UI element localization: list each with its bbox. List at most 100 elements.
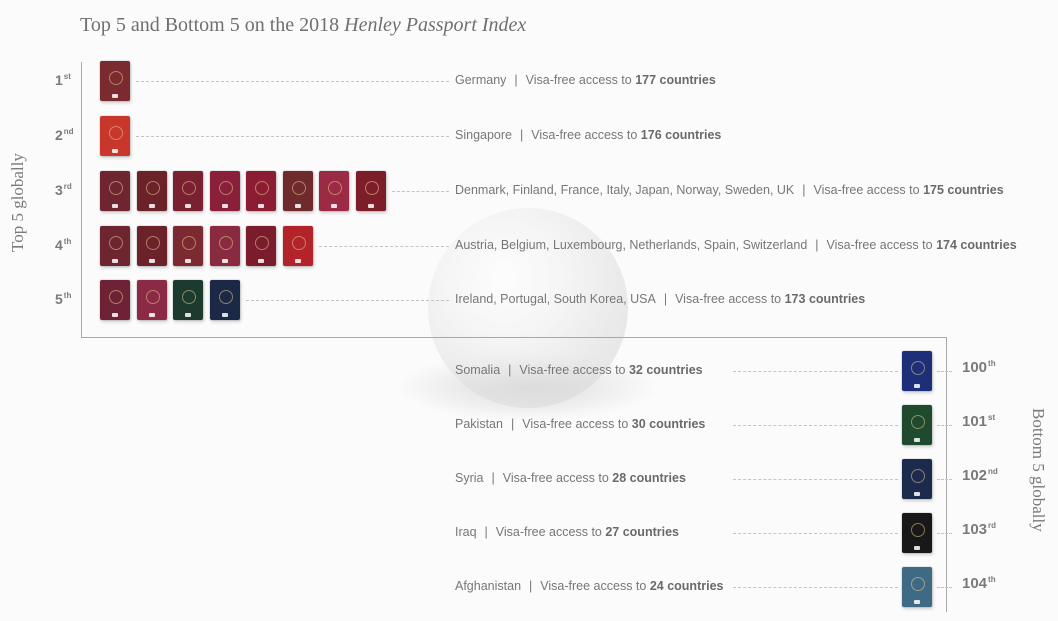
country-list: Afghanistan (455, 579, 522, 593)
row-label: Pakistan | Visa-free access to 30 countrie… (455, 417, 705, 431)
country-list: Pakistan (455, 417, 503, 431)
visa-free-count: 27 countries (605, 525, 679, 539)
passport-icon (282, 171, 313, 211)
leader-line (733, 533, 898, 534)
rank-suffix: th (988, 575, 996, 584)
access-prefix: Visa-free access to (675, 292, 785, 306)
leader-line (136, 81, 449, 82)
passport-icon (136, 280, 167, 320)
passport-icon (209, 280, 240, 320)
frame-horizontal (81, 337, 947, 338)
leader-line (733, 587, 898, 588)
passport-icon (209, 171, 240, 211)
passport-icon (902, 459, 932, 499)
globe-image (428, 208, 628, 408)
chart-title: Top 5 and Bottom 5 on the 2018 Henley Pa… (80, 14, 527, 36)
country-list: Denmark, Finland, France, Italy, Japan, … (455, 183, 795, 197)
passport-icon (902, 405, 932, 445)
rank-number: 104 (962, 575, 988, 592)
leader-line (391, 191, 449, 192)
rank-number: 100 (962, 359, 988, 376)
passport-icon (173, 226, 203, 266)
passport-icon (246, 171, 276, 211)
row-label: Germany | Visa-free access to 177 countrie… (455, 73, 716, 87)
rank-label: 3rd (55, 182, 72, 198)
country-list: Singapore (455, 128, 512, 142)
passport-icon (100, 226, 130, 266)
rank-suffix: nd (63, 127, 74, 136)
rank-number: 102 (962, 467, 988, 484)
rank-number: 5 (55, 291, 63, 307)
leader-line (937, 533, 952, 534)
rank-label: 102nd (962, 467, 998, 484)
passport-icon (902, 567, 932, 607)
leader-line (318, 246, 449, 247)
visa-free-count: 175 countries (923, 183, 1004, 197)
passport-icon (209, 226, 240, 266)
passport-icon (282, 226, 313, 266)
country-list: Iraq (455, 525, 477, 539)
visa-free-count: 177 countries (635, 73, 716, 87)
rank-number: 1 (55, 72, 63, 88)
separator: | (802, 183, 806, 197)
passport-icon (319, 171, 349, 211)
separator: | (514, 73, 518, 87)
passport-icon (902, 351, 932, 391)
separator: | (510, 417, 515, 431)
rank-number: 103 (962, 521, 988, 538)
rank-label: 4th (55, 237, 71, 253)
visa-free-count: 173 countries (784, 292, 866, 306)
country-list: Austria, Belgium, Luxembourg, Netherland… (455, 238, 808, 252)
passport-icon (246, 226, 276, 266)
visa-free-count: 174 countries (936, 238, 1017, 252)
separator: | (484, 525, 488, 539)
leader-line (733, 371, 898, 372)
leader-line (245, 300, 449, 301)
country-list: Germany (455, 73, 507, 87)
passport-icon (136, 226, 167, 266)
top-5-side-label: Top 5 globally (8, 153, 27, 252)
leader-line (733, 425, 898, 426)
passport-icon (902, 513, 932, 553)
separator: | (663, 292, 668, 306)
separator: | (529, 579, 533, 593)
rank-label: 1st (55, 72, 71, 88)
rank-label: 101st (962, 413, 995, 430)
row-label: Syria | Visa-free access to 28 countries (455, 471, 686, 485)
separator: | (520, 128, 524, 142)
separator: | (508, 363, 512, 377)
visa-free-count: 28 countries (612, 471, 686, 485)
row-label: Afghanistan | Visa-free access to 24 count… (455, 579, 723, 593)
rank-suffix: th (988, 359, 996, 368)
rank-number: 2 (55, 127, 63, 143)
passport-icon (355, 171, 386, 211)
country-list: Somalia (455, 363, 501, 377)
rank-suffix: th (63, 291, 72, 300)
passport-icon (100, 280, 130, 320)
leader-line (937, 587, 952, 588)
access-prefix: Visa-free access to (502, 471, 613, 485)
rank-number: 4 (55, 237, 63, 253)
rank-suffix: nd (988, 467, 998, 476)
access-prefix: Visa-free access to (531, 128, 641, 142)
rank-number: 101 (962, 413, 988, 430)
visa-free-count: 24 countries (649, 579, 724, 593)
passport-icon (100, 116, 130, 156)
row-label: Somalia | Visa-free access to 32 countries (455, 363, 703, 377)
separator: | (815, 238, 819, 252)
access-prefix: Visa-free access to (522, 417, 632, 431)
separator: | (491, 471, 495, 485)
leader-line (136, 136, 449, 137)
passport-icon (100, 61, 130, 101)
rank-suffix: rd (988, 521, 997, 530)
rank-suffix: th (63, 237, 72, 246)
rank-label: 104th (962, 575, 996, 592)
access-prefix: Visa-free access to (519, 363, 629, 377)
passport-icon (173, 280, 203, 320)
row-label: Austria, Belgium, Luxembourg, Netherland… (455, 238, 1017, 252)
rank-suffix: st (63, 72, 71, 81)
access-prefix: Visa-free access to (826, 238, 937, 252)
leader-line (937, 371, 952, 372)
row-label: Iraq | Visa-free access to 27 countries (455, 525, 679, 539)
rank-suffix: st (988, 413, 996, 422)
